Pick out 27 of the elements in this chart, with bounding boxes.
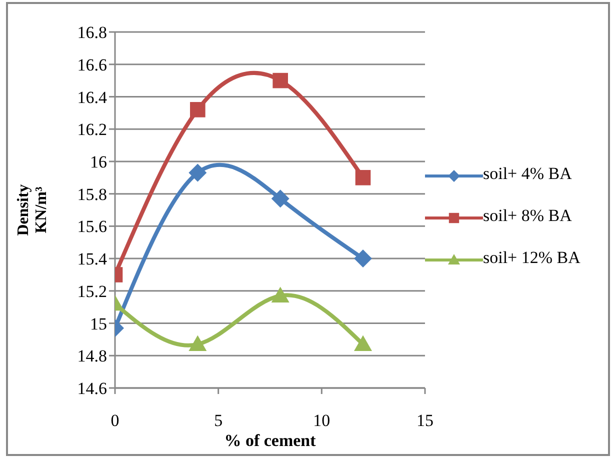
y-tick-label: 15 — [90, 314, 107, 334]
y-axis-title: Density KN/m³ — [15, 184, 50, 236]
y-tick-label: 14.8 — [77, 346, 107, 366]
y-tick-label: 14.6 — [77, 379, 107, 398]
legend-label: soil+ 4% BA — [483, 163, 573, 185]
point — [271, 190, 290, 208]
y-tick-label: 15.6 — [77, 217, 107, 236]
x-tick-label: 10 — [313, 411, 330, 430]
y-tick-label: 16.4 — [77, 88, 108, 107]
y-tick-label: 16.6 — [77, 55, 107, 74]
point — [354, 250, 372, 268]
point — [271, 286, 290, 303]
x-tick-label: 5 — [214, 411, 223, 430]
y-tick-label: 15.4 — [77, 250, 108, 269]
legend-label: soil+ 12% BA — [483, 247, 582, 269]
point — [272, 72, 288, 88]
x-tick-label: 15 — [416, 411, 434, 430]
y-tick-label: 15.8 — [77, 184, 107, 204]
y-tick-label: 16.8 — [77, 23, 107, 42]
point — [354, 335, 372, 352]
point — [355, 170, 371, 186]
x-tick-label: 0 — [110, 411, 120, 430]
legend-label: soil+ 8% BA — [483, 205, 573, 227]
y-tick-label: 16 — [90, 152, 107, 172]
y-tick-label: 16.2 — [77, 120, 107, 140]
y-tick-label: 15.2 — [77, 282, 107, 301]
x-axis-title: % of cement — [224, 431, 316, 450]
